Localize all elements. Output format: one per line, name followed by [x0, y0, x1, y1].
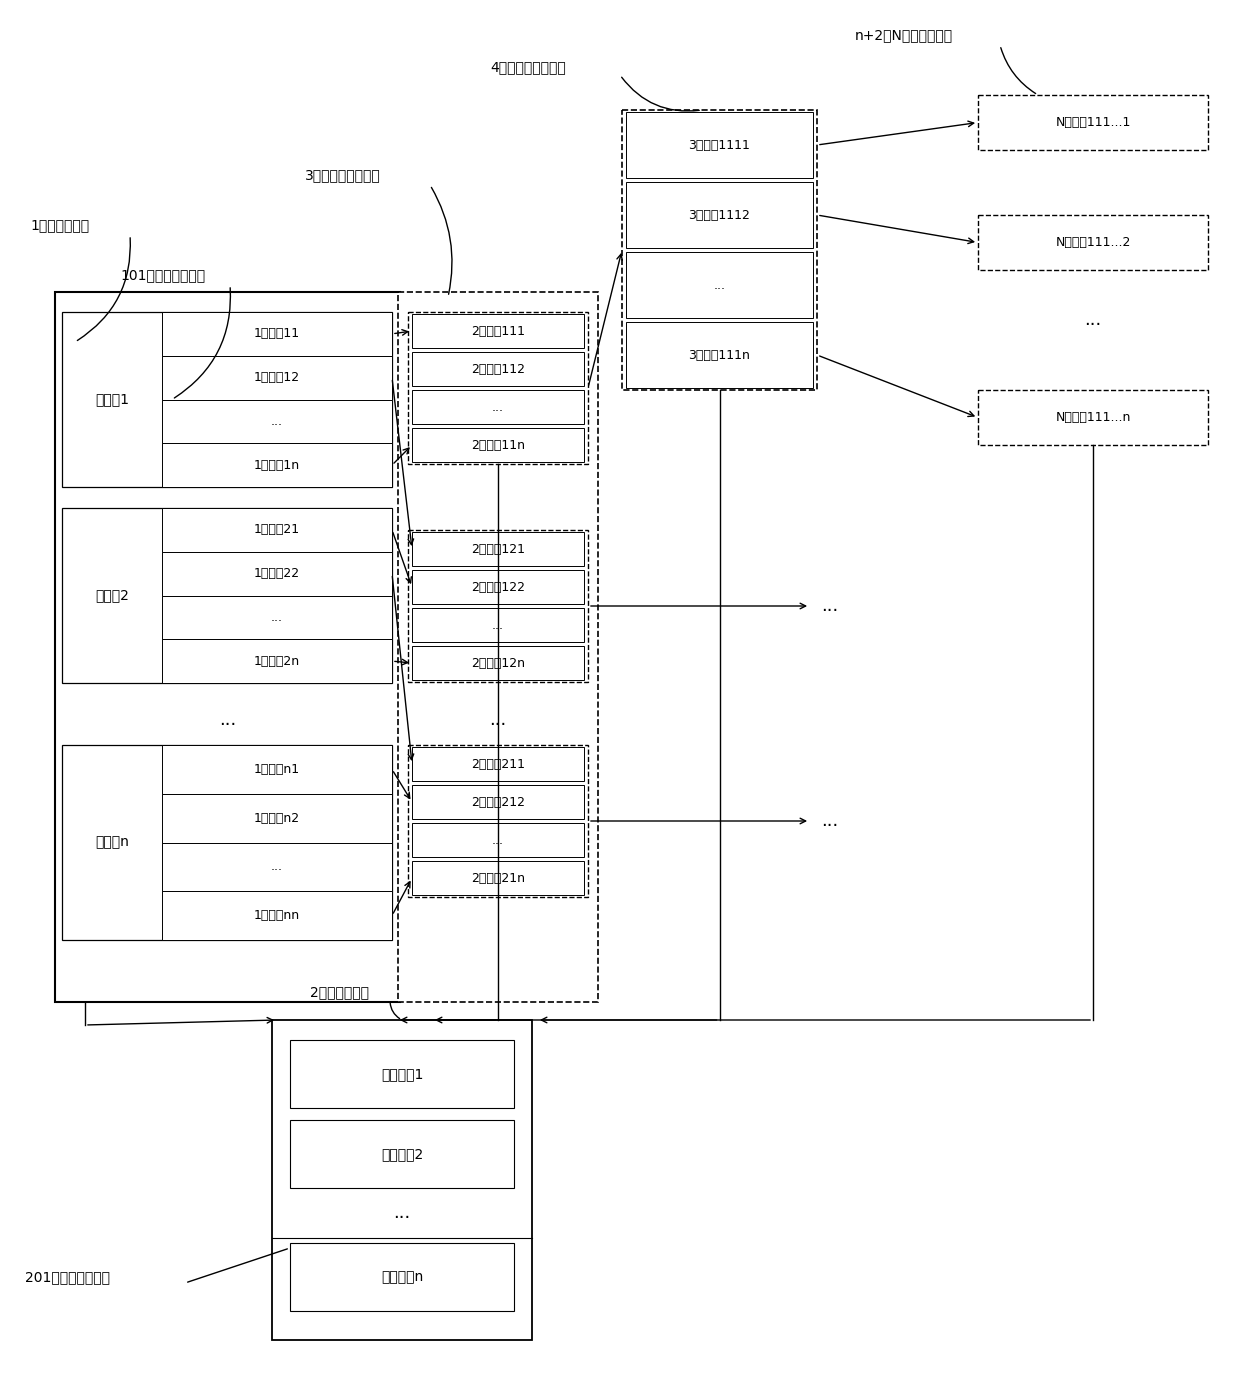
Bar — [162, 509, 392, 551]
Bar — [408, 745, 588, 897]
Text: 2级元组122: 2级元组122 — [471, 580, 525, 593]
Text: 3，一级元组处理器: 3，一级元组处理器 — [305, 169, 381, 182]
Text: 2级元组212: 2级元组212 — [471, 796, 525, 808]
Bar — [626, 112, 813, 178]
Text: 2级元组21n: 2级元组21n — [471, 872, 525, 884]
Bar — [412, 390, 584, 424]
Bar — [162, 793, 392, 843]
Bar — [978, 95, 1208, 151]
Text: ...: ... — [1084, 311, 1101, 329]
Bar — [412, 861, 584, 896]
Text: 2级元组12n: 2级元组12n — [471, 656, 525, 669]
Bar — [290, 1242, 515, 1312]
Bar — [412, 314, 584, 348]
Text: n+2，N级元组处理器: n+2，N级元组处理器 — [856, 28, 954, 41]
Bar — [62, 745, 392, 940]
Bar — [622, 111, 817, 390]
Text: 1级元组12: 1级元组12 — [254, 372, 300, 384]
Bar — [412, 532, 584, 567]
Text: 3级元组1112: 3级元组1112 — [688, 209, 750, 221]
Text: 1级元组2n: 1级元组2n — [254, 655, 300, 668]
Text: ...: ... — [490, 710, 507, 728]
Text: ...: ... — [272, 611, 283, 623]
Text: 1级元组n1: 1级元组n1 — [254, 763, 300, 775]
Bar — [408, 531, 588, 681]
Bar — [978, 216, 1208, 269]
Bar — [162, 843, 392, 891]
Text: 1级元组n2: 1级元组n2 — [254, 811, 300, 825]
Bar — [162, 355, 392, 399]
Text: 2级元组111: 2级元组111 — [471, 325, 525, 337]
Bar — [408, 312, 588, 464]
Text: 2，元组跟踪器: 2，元组跟踪器 — [310, 985, 370, 999]
Bar — [272, 1020, 532, 1341]
Text: ...: ... — [219, 710, 236, 728]
Text: 2级元组211: 2级元组211 — [471, 757, 525, 771]
Bar — [290, 1041, 515, 1108]
Bar — [162, 399, 392, 444]
Text: N级元组111...1: N级元组111...1 — [1055, 116, 1131, 129]
Text: 1，元组生成器: 1，元组生成器 — [30, 218, 89, 232]
Bar — [162, 596, 392, 640]
Text: 1级元组21: 1级元组21 — [254, 524, 300, 536]
Bar — [55, 292, 401, 1002]
Bar — [290, 1119, 515, 1189]
Bar — [412, 785, 584, 820]
Text: ...: ... — [393, 1204, 410, 1222]
Bar — [412, 352, 584, 386]
Text: 根元组1: 根元组1 — [95, 392, 129, 406]
Bar — [978, 390, 1208, 445]
Text: 1级元组22: 1级元组22 — [254, 567, 300, 580]
Bar — [162, 640, 392, 683]
Text: N级元组111...n: N级元组111...n — [1055, 410, 1131, 424]
Text: 2级元组112: 2级元组112 — [471, 362, 525, 376]
Bar — [626, 322, 813, 388]
Text: 1级元组1n: 1级元组1n — [254, 459, 300, 471]
Bar — [412, 608, 584, 643]
Text: 101，元组转换单元: 101，元组转换单元 — [120, 268, 205, 282]
Bar — [162, 745, 392, 793]
Text: 跟踪记录n: 跟踪记录n — [381, 1270, 423, 1284]
Text: 3级元组1111: 3级元组1111 — [688, 138, 750, 152]
Bar — [412, 824, 584, 857]
Bar — [162, 551, 392, 596]
Text: 跟踪记录2: 跟踪记录2 — [381, 1147, 423, 1161]
Text: 4，二级元组处理器: 4，二级元组处理器 — [490, 59, 565, 75]
Text: ...: ... — [492, 619, 503, 632]
Text: 201，元组跟踪单元: 201，元组跟踪单元 — [25, 1270, 110, 1284]
Bar — [412, 645, 584, 680]
Text: ...: ... — [272, 861, 283, 873]
Text: 2级元组121: 2级元组121 — [471, 543, 525, 556]
Bar — [62, 509, 392, 683]
Bar — [412, 569, 584, 604]
Bar — [62, 312, 392, 486]
Text: ...: ... — [821, 597, 838, 615]
Text: 1级元组11: 1级元组11 — [254, 328, 300, 340]
Bar — [162, 312, 392, 355]
Text: 根元组n: 根元组n — [95, 836, 129, 850]
Bar — [626, 182, 813, 247]
Text: ...: ... — [821, 813, 838, 831]
Text: 3级元组111n: 3级元组111n — [688, 348, 750, 362]
Text: ...: ... — [492, 833, 503, 847]
Bar — [398, 292, 598, 1002]
Text: ...: ... — [272, 415, 283, 428]
Bar — [412, 748, 584, 781]
Text: 2级元组11n: 2级元组11n — [471, 438, 525, 452]
Text: 跟踪记录1: 跟踪记录1 — [381, 1067, 423, 1081]
Bar — [626, 252, 813, 318]
Bar — [162, 891, 392, 940]
Bar — [162, 444, 392, 486]
Text: ...: ... — [492, 401, 503, 413]
Text: 根元组2: 根元组2 — [95, 589, 129, 603]
Text: N级元组111...2: N级元组111...2 — [1055, 236, 1131, 249]
Text: 1级元组nn: 1级元组nn — [254, 909, 300, 922]
Bar — [412, 428, 584, 462]
Text: ...: ... — [713, 279, 725, 292]
